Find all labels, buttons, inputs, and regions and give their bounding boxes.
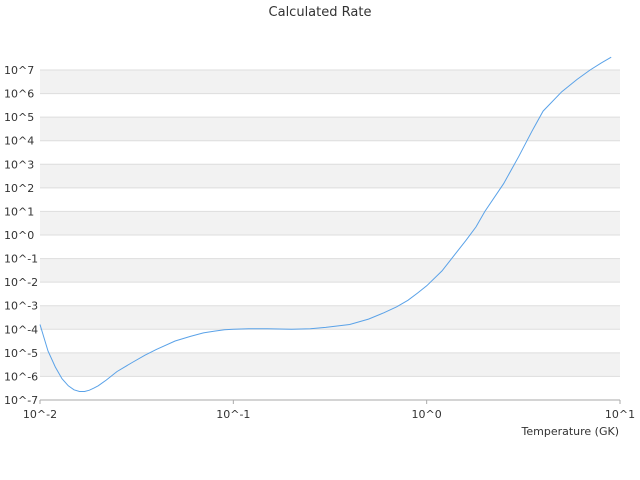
grid-bands [40,70,620,377]
x-tick-label: 10^-2 [23,408,57,421]
y-tick-label: 10^2 [4,182,34,195]
x-axis-title: Temperature (GK) [521,425,620,438]
y-tick-label: 10^-5 [4,347,38,360]
y-axis-ticks: 10^7 10^6 10^5 10^4 10^3 10^2 10^1 10^0 10^-1 10^… [4,64,38,407]
grid-band [40,70,620,94]
y-tick-label: 10^5 [4,111,34,124]
grid-band [40,352,620,377]
grid-band [40,305,620,330]
y-tick-label: 10^6 [4,88,34,101]
y-tick-label: 10^-6 [4,370,38,383]
y-tick-label: 10^-3 [4,300,38,313]
grid-band [40,117,620,141]
series-line [39,56,612,392]
y-tick-label: 10^1 [4,205,34,218]
x-axis-ticks: 10^-2 10^-1 10^0 10^1 [23,400,635,421]
y-tick-label: 10^0 [4,229,34,242]
y-tick-label: 10^-2 [4,276,38,289]
x-tick-label: 10^1 [605,408,635,421]
x-tick-label: 10^-1 [216,408,250,421]
y-tick-label: 10^3 [4,158,34,171]
y-tick-label: 10^-4 [4,323,38,336]
y-tick-label: 10^4 [4,135,34,148]
grid-band [40,164,620,188]
chart-title: Calculated Rate [269,5,372,20]
y-tick-label: 10^-7 [4,394,38,407]
y-tick-label: 10^-1 [4,253,38,266]
x-tick-label: 10^0 [412,408,442,421]
grid-band [40,211,620,235]
grid-band [40,258,620,283]
y-tick-label: 10^7 [4,64,34,77]
